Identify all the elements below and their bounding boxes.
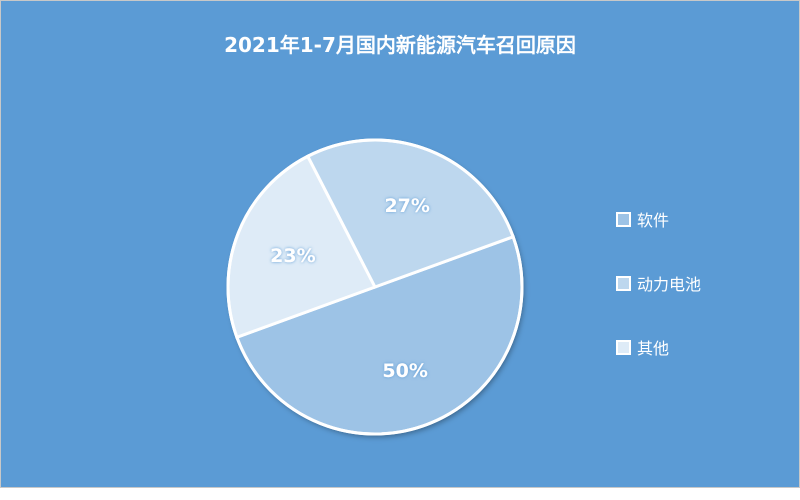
legend-label: 其他: [637, 339, 670, 358]
legend-swatch: [616, 211, 631, 227]
legend-label: 软件: [637, 211, 670, 230]
legend-swatch: [616, 275, 631, 291]
legend-item-software: 软件: [616, 207, 669, 231]
legend-item-battery: 动力电池: [616, 271, 701, 295]
data-label: 23%: [270, 245, 315, 267]
data-label: 50%: [382, 360, 427, 382]
legend-item-other: 其他: [616, 335, 669, 359]
legend-label: 动力电池: [637, 275, 702, 294]
chart-title: 2021年1-7月国内新能源汽车召回原因: [224, 33, 576, 57]
pie-outline: [226, 138, 524, 436]
legend-swatch: [616, 339, 631, 355]
data-label: 27%: [384, 195, 429, 217]
